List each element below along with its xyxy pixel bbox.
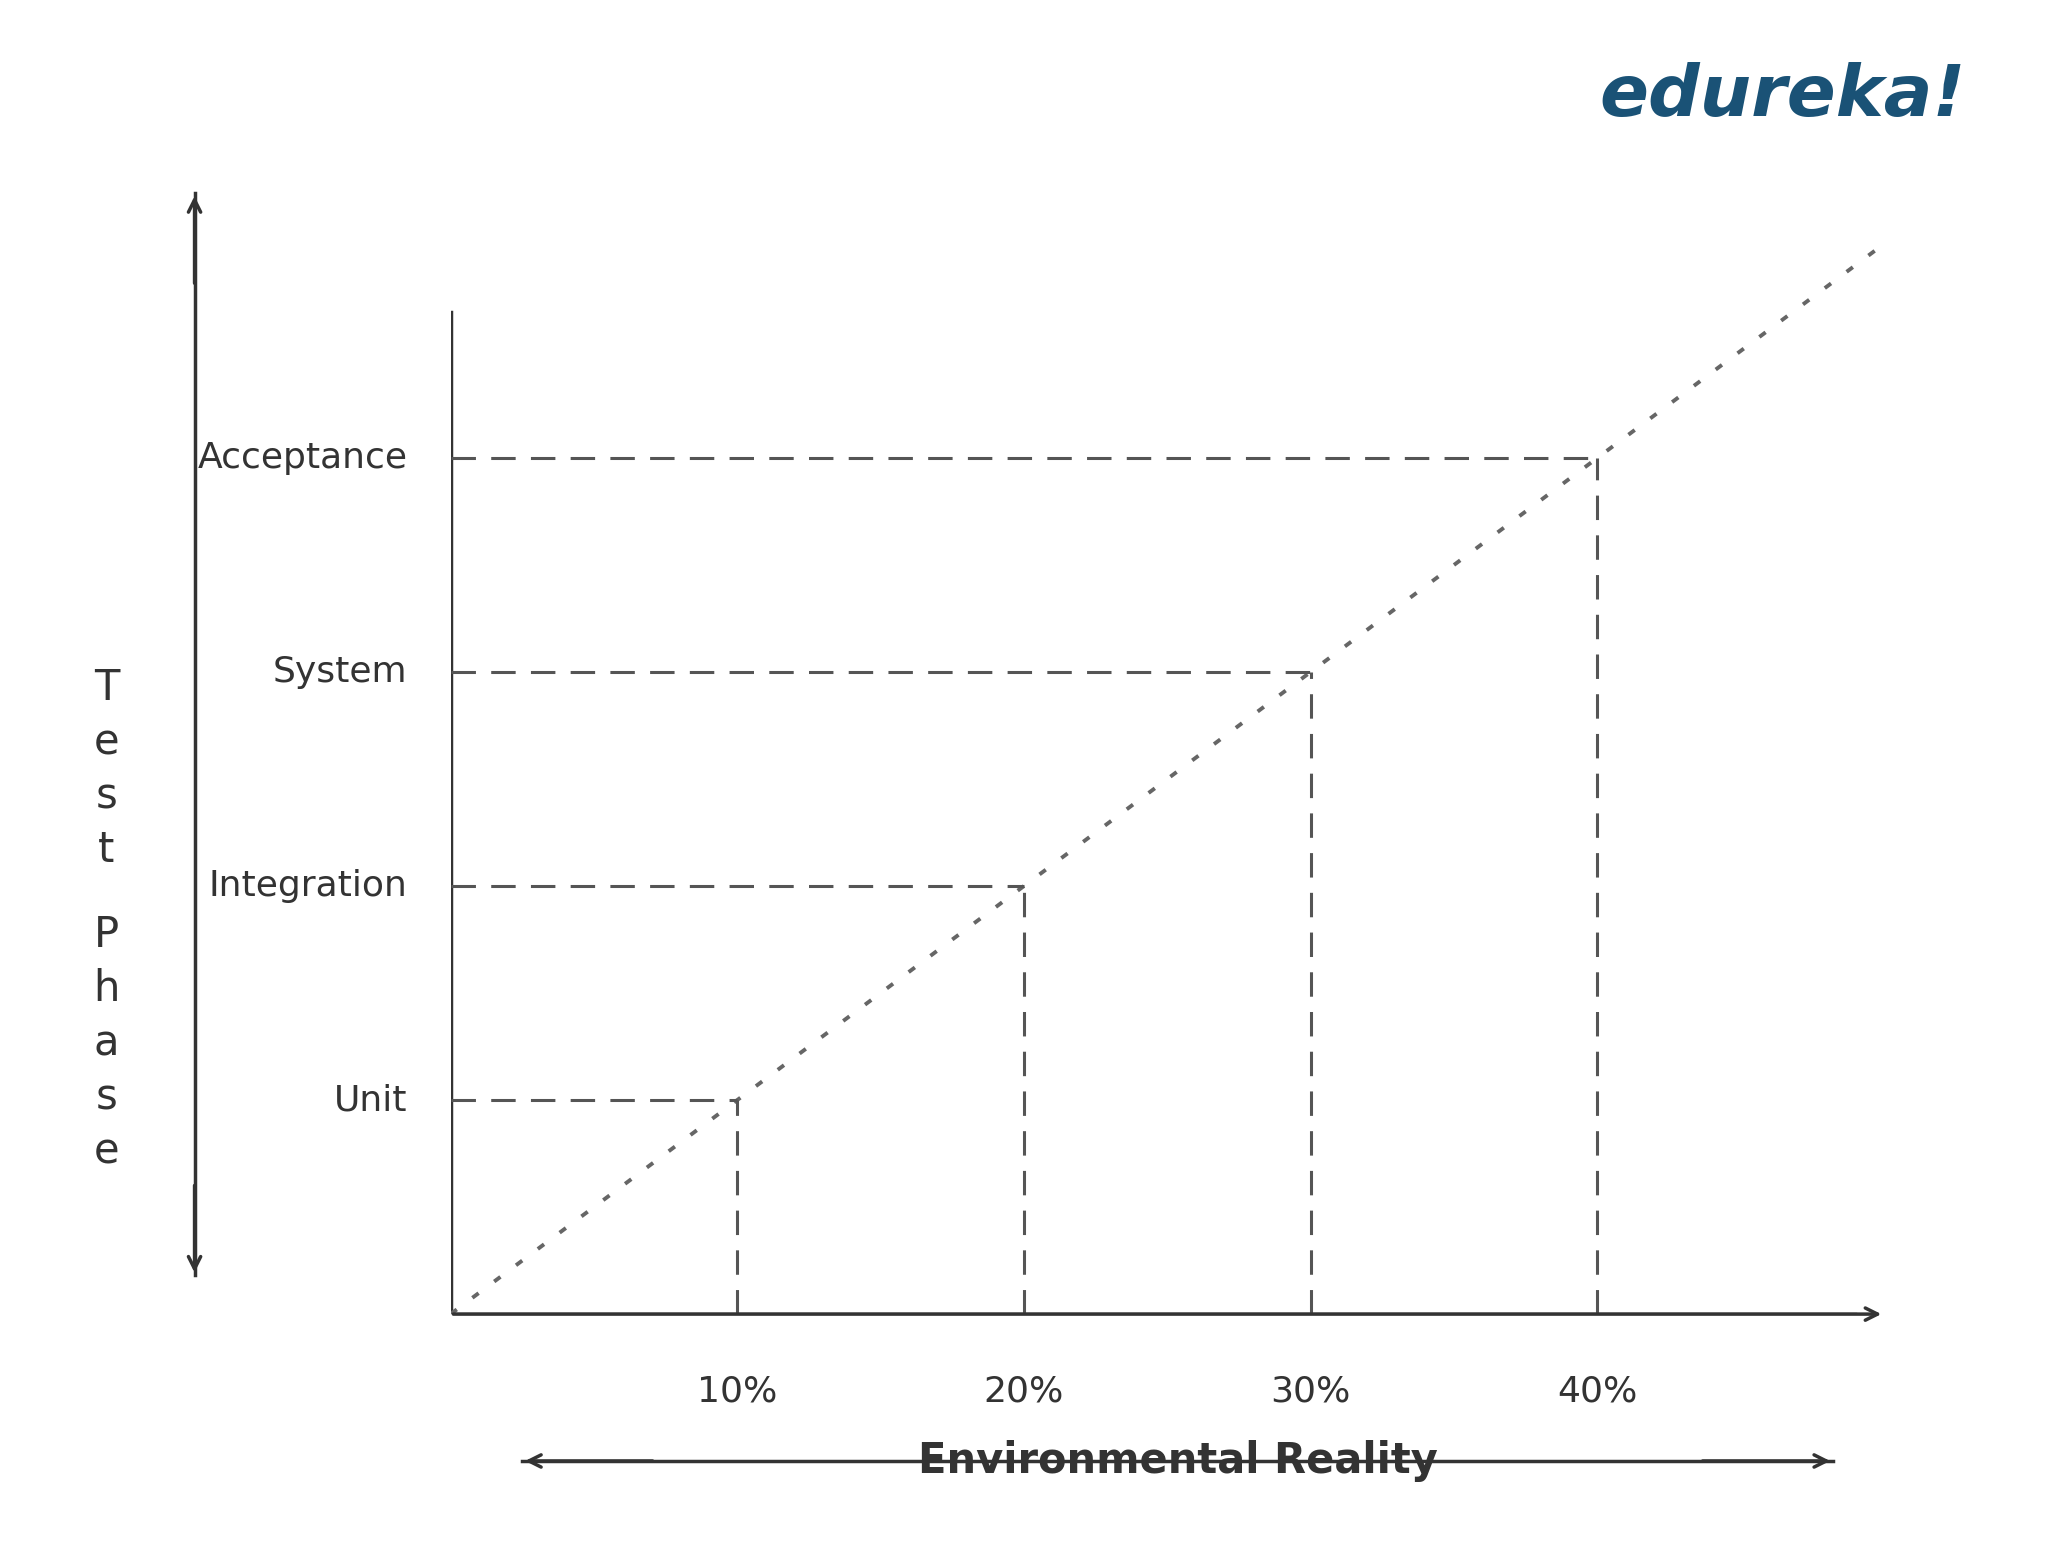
Text: a: a — [94, 1022, 119, 1065]
Text: Environmental Reality: Environmental Reality — [918, 1439, 1438, 1483]
Text: 10%: 10% — [696, 1374, 778, 1408]
Text: edureka!: edureka! — [1599, 62, 1966, 131]
Text: s: s — [96, 1076, 117, 1119]
Text: P: P — [94, 914, 119, 957]
Text: 40%: 40% — [1556, 1374, 1638, 1408]
Text: t: t — [98, 829, 115, 872]
Text: 30%: 30% — [1270, 1374, 1352, 1408]
Text: e: e — [94, 720, 119, 764]
Text: h: h — [94, 968, 119, 1011]
Text: Acceptance: Acceptance — [197, 441, 408, 475]
Text: Integration: Integration — [209, 869, 408, 903]
Text: Unit: Unit — [334, 1084, 408, 1118]
Text: 20%: 20% — [983, 1374, 1065, 1408]
Text: T: T — [94, 666, 119, 710]
Text: System: System — [272, 656, 408, 690]
Text: e: e — [94, 1130, 119, 1173]
Text: s: s — [96, 775, 117, 818]
